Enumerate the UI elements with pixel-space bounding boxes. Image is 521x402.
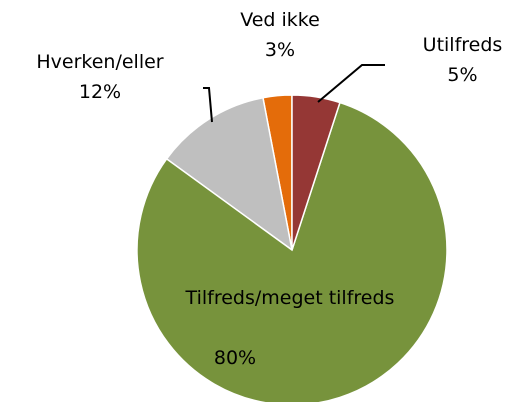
data-label: 80% (213, 347, 257, 369)
pie-slice (165, 96, 294, 252)
data-label: 5% (447, 64, 478, 86)
pie-slice (291, 94, 341, 251)
data-label: Utilfreds (422, 34, 503, 56)
leader-line (317, 64, 385, 103)
data-label: Hverken/eller (36, 51, 164, 73)
data-label: 12% (78, 81, 122, 103)
data-label: Tilfreds/meget tilfreds (185, 287, 395, 309)
data-label: 3% (264, 39, 296, 61)
pie-slice (136, 101, 448, 402)
data-label: Ved ikke (240, 9, 320, 31)
leader-line (203, 87, 213, 123)
